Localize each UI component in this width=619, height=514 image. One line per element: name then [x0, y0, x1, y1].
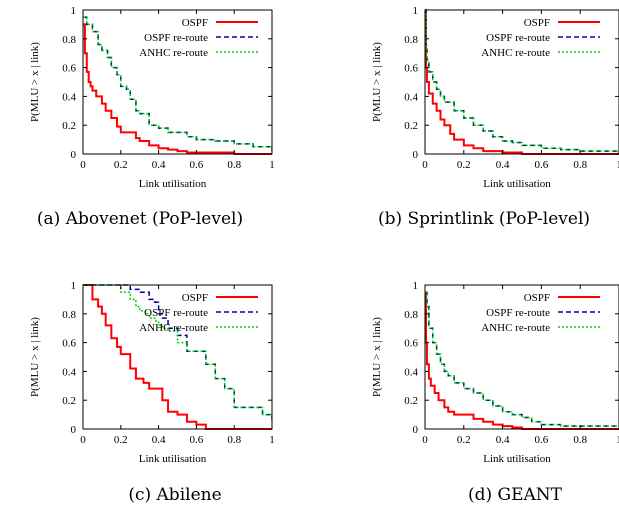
y-tick-label: 0.8 [62, 34, 76, 46]
legend-label-ospf: OSPF [524, 292, 550, 304]
x-tick-label: 1 [269, 159, 275, 171]
y-tick-label: 0.8 [404, 34, 418, 46]
x-tick-label: 0.2 [114, 434, 128, 446]
series-line-ospf [83, 23, 272, 155]
x-tick-label: 0.2 [457, 434, 471, 446]
series-line-anhc-reroute [425, 291, 619, 427]
y-tick-label: 1 [413, 280, 419, 292]
series-line-ospf-reroute [83, 284, 272, 421]
series-line-anhc-reroute [83, 16, 272, 152]
subfigure-caption: (d) GEANT [468, 485, 563, 505]
legend-label-ospf: OSPF [524, 17, 550, 29]
x-tick-label: 0 [422, 434, 428, 446]
x-tick-label: 0.8 [573, 159, 587, 171]
series-line-ospf [83, 284, 272, 430]
x-tick-label: 1 [616, 159, 619, 171]
x-axis-label: Link utilisation [483, 453, 551, 465]
legend-label-ospf-reroute: OSPF re-route [486, 32, 550, 44]
y-tick-label: 0 [71, 149, 77, 161]
y-axis-label: P(MLU > x | link) [371, 317, 383, 397]
y-axis-label: P(MLU > x | link) [29, 317, 41, 397]
x-tick-label: 0.4 [496, 434, 510, 446]
x-tick-label: 1 [269, 434, 275, 446]
y-tick-label: 0.4 [404, 91, 418, 103]
y-tick-label: 0.4 [62, 366, 76, 378]
chart-panel-1: 0 0.2 0.4 0.6 0.8 1 0 0.2 0.4 0.6 0.8 1 Link utilisa… [29, 5, 275, 229]
x-tick-label: 0.4 [152, 159, 166, 171]
y-tick-label: 1 [71, 280, 77, 292]
y-tick-label: 0.6 [404, 338, 418, 350]
chart-panel-4: 0 0.2 0.4 0.6 0.8 1 0 0.2 0.4 0.6 0.8 1 Link utilisa… [371, 280, 619, 505]
legend-label-anhc-reroute: ANHC re-route [481, 47, 550, 59]
y-axis-label: P(MLU > x | link) [29, 42, 41, 122]
x-axis-label: Link utilisation [139, 453, 207, 465]
series-line-anhc-reroute [425, 9, 619, 153]
y-tick-label: 0.4 [62, 91, 76, 103]
y-tick-label: 0.8 [404, 309, 418, 321]
y-tick-label: 0.6 [62, 63, 76, 75]
x-tick-label: 0.2 [114, 159, 128, 171]
x-tick-label: 0.8 [227, 159, 241, 171]
subfigure-caption: (b) Sprintlink (PoP-level) [378, 209, 590, 229]
legend-label-ospf-reroute: OSPF re-route [486, 307, 550, 319]
legend-label-anhc-reroute: ANHC re-route [139, 322, 208, 334]
plot-frame [82, 9, 273, 155]
legend-label-anhc-reroute: ANHC re-route [139, 47, 208, 59]
subfigure-caption: (c) Abilene [128, 485, 221, 505]
y-tick-label: 0.8 [62, 309, 76, 321]
y-tick-label: 0.6 [62, 338, 76, 350]
x-tick-label: 1 [616, 434, 619, 446]
x-tick-label: 0.6 [190, 159, 204, 171]
plot-frame [82, 284, 273, 430]
y-tick-label: 0.2 [62, 120, 76, 132]
x-tick-label: 0.8 [573, 434, 587, 446]
legend-label-ospf-reroute: OSPF re-route [144, 307, 208, 319]
legend-label-ospf-reroute: OSPF re-route [144, 32, 208, 44]
legend-label-ospf: OSPF [182, 292, 208, 304]
series-line-ospf [425, 9, 619, 155]
y-tick-label: 0.2 [404, 120, 418, 132]
y-tick-label: 0.6 [404, 63, 418, 75]
chart-panel-2: 0 0.2 0.4 0.6 0.8 1 0 0.2 0.4 0.6 0.8 1 Link utilisa… [371, 5, 619, 229]
x-tick-label: 0 [422, 159, 428, 171]
x-tick-label: 0 [80, 434, 86, 446]
y-tick-label: 0 [413, 424, 419, 436]
series-line-anhc-reroute [83, 284, 272, 421]
y-axis-label: P(MLU > x | link) [371, 42, 383, 122]
x-tick-label: 0.6 [535, 159, 549, 171]
x-axis-label: Link utilisation [483, 178, 551, 190]
x-axis-label: Link utilisation [139, 178, 207, 190]
x-tick-label: 0.4 [496, 159, 510, 171]
x-tick-label: 0.2 [457, 159, 471, 171]
subfigure-caption: (a) Abovenet (PoP-level) [37, 209, 243, 229]
y-tick-label: 0.2 [404, 395, 418, 407]
x-tick-label: 0.6 [535, 434, 549, 446]
x-tick-label: 0 [80, 159, 86, 171]
y-tick-label: 1 [413, 5, 419, 17]
legend-label-ospf: OSPF [182, 17, 208, 29]
y-tick-label: 0 [71, 424, 77, 436]
y-tick-label: 1 [71, 5, 77, 17]
y-tick-label: 0.2 [62, 395, 76, 407]
plot-frame [424, 284, 619, 430]
y-tick-label: 0 [413, 149, 419, 161]
x-tick-label: 0.8 [227, 434, 241, 446]
chart-panel-3: 0 0.2 0.4 0.6 0.8 1 0 0.2 0.4 0.6 0.8 1 Link utilisa… [29, 280, 275, 505]
legend-label-anhc-reroute: ANHC re-route [481, 322, 550, 334]
x-tick-label: 0.6 [190, 434, 204, 446]
y-tick-label: 0.4 [404, 366, 418, 378]
plot-frame [424, 9, 619, 155]
x-tick-label: 0.4 [152, 434, 166, 446]
